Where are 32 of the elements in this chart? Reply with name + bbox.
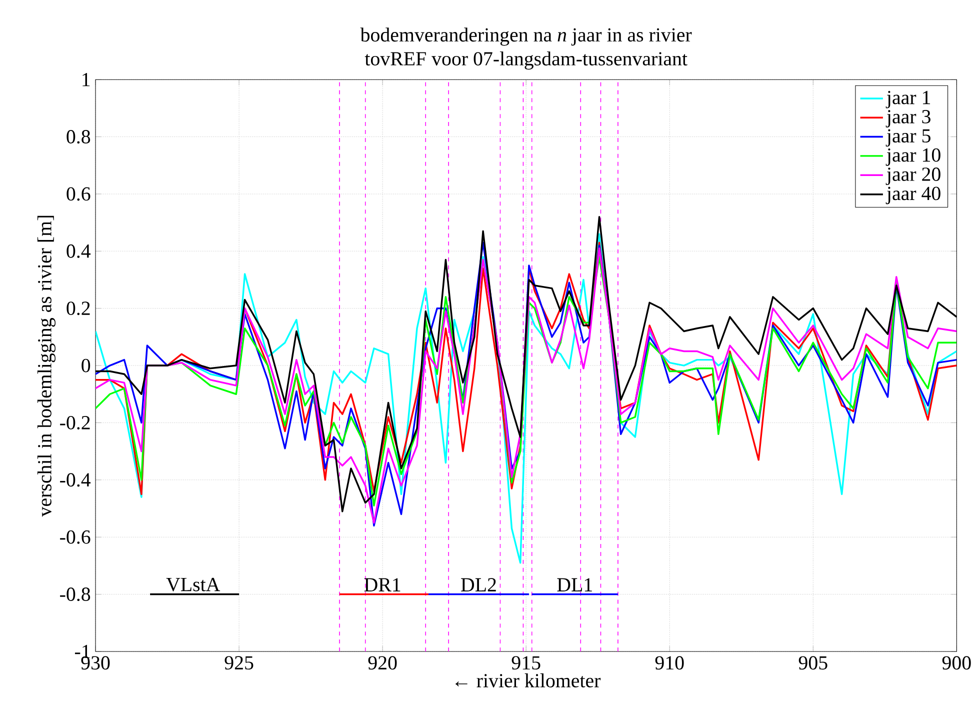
x-tick-label: 930 [81,656,110,670]
x-tick-label: 915 [512,656,540,670]
y-tick-label: -0.2 [60,416,90,430]
x-tick-label: 900 [942,656,971,670]
legend-label: jaar 20 [886,167,940,185]
y-tick-label: -0.6 [60,530,90,544]
y-tick-label: 0 [82,358,90,372]
annotation: DL1 [557,578,592,592]
legend-label: jaar 1 [886,90,930,108]
legend-label: jaar 10 [886,148,940,166]
chart-subtitle: tovREF voor 07-langsdam-tussenvariant [364,51,688,70]
y-tick-label: 0.2 [66,302,90,316]
y-tick-label: 0.6 [66,187,90,201]
annotation: DL2 [461,578,496,592]
y-tick-label: -0.4 [60,473,91,487]
x-tick-label: 925 [224,656,254,670]
x-tick-label: 905 [798,656,828,670]
legend-label: jaar 5 [886,129,930,147]
y-tick-label: -0.8 [60,587,90,601]
annotation: VLstA [166,578,220,592]
legend-label: jaar 40 [886,186,940,204]
x-axis-title: ← rivier kilometer [456,673,601,688]
annotation: DR1 [364,578,400,592]
x-tick-label: 910 [655,656,684,670]
y-tick-label: 1 [82,72,90,86]
legend-label: jaar 3 [886,110,930,128]
y-tick-label: -1 [74,644,90,658]
x-tick-label: 920 [368,656,397,670]
y-tick-label: 0.8 [66,130,90,144]
chart-title: bodemveranderingen na n jaar in as rivier [360,28,692,46]
y-axis-title: verschil in bodemligging as rivier [m] [37,216,56,517]
y-tick-label: 0.4 [66,244,91,258]
